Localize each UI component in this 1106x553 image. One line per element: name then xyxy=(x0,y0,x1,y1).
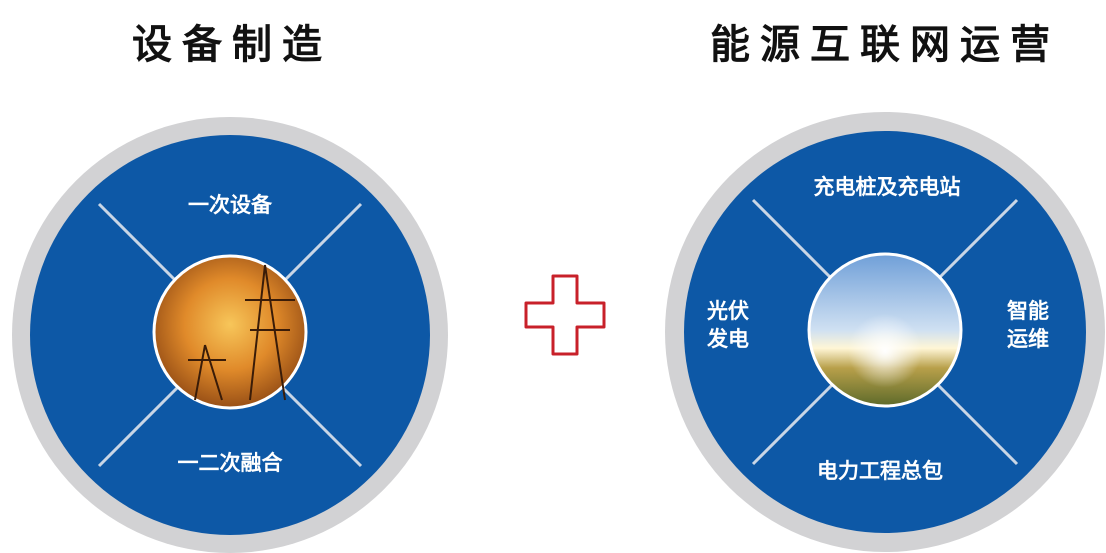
segment-label: 智能 xyxy=(1007,299,1049,323)
diagram: 设备制造 能源互联网运营 一次设备 一二次融合 充电桩 xyxy=(0,0,1106,553)
left-title: 设备制造 xyxy=(132,22,332,68)
segment-label: 一二次融合 xyxy=(178,451,284,475)
segment-label: 一次设备 xyxy=(188,193,273,217)
plus-icon xyxy=(526,276,604,354)
segment-label: 光伏 xyxy=(706,299,749,323)
left-wheel: 一次设备 一二次融合 xyxy=(12,117,448,553)
right-title: 能源互联网运营 xyxy=(710,22,1060,68)
segment-label: 运维 xyxy=(1007,327,1049,351)
right-wheel: 充电桩及充电站 光伏 发电 智能 运维 电力工程总包 xyxy=(665,112,1105,552)
segment-label: 电力工程总包 xyxy=(817,459,943,483)
segment-label: 发电 xyxy=(706,327,749,351)
segment-label: 充电桩及充电站 xyxy=(814,175,961,199)
